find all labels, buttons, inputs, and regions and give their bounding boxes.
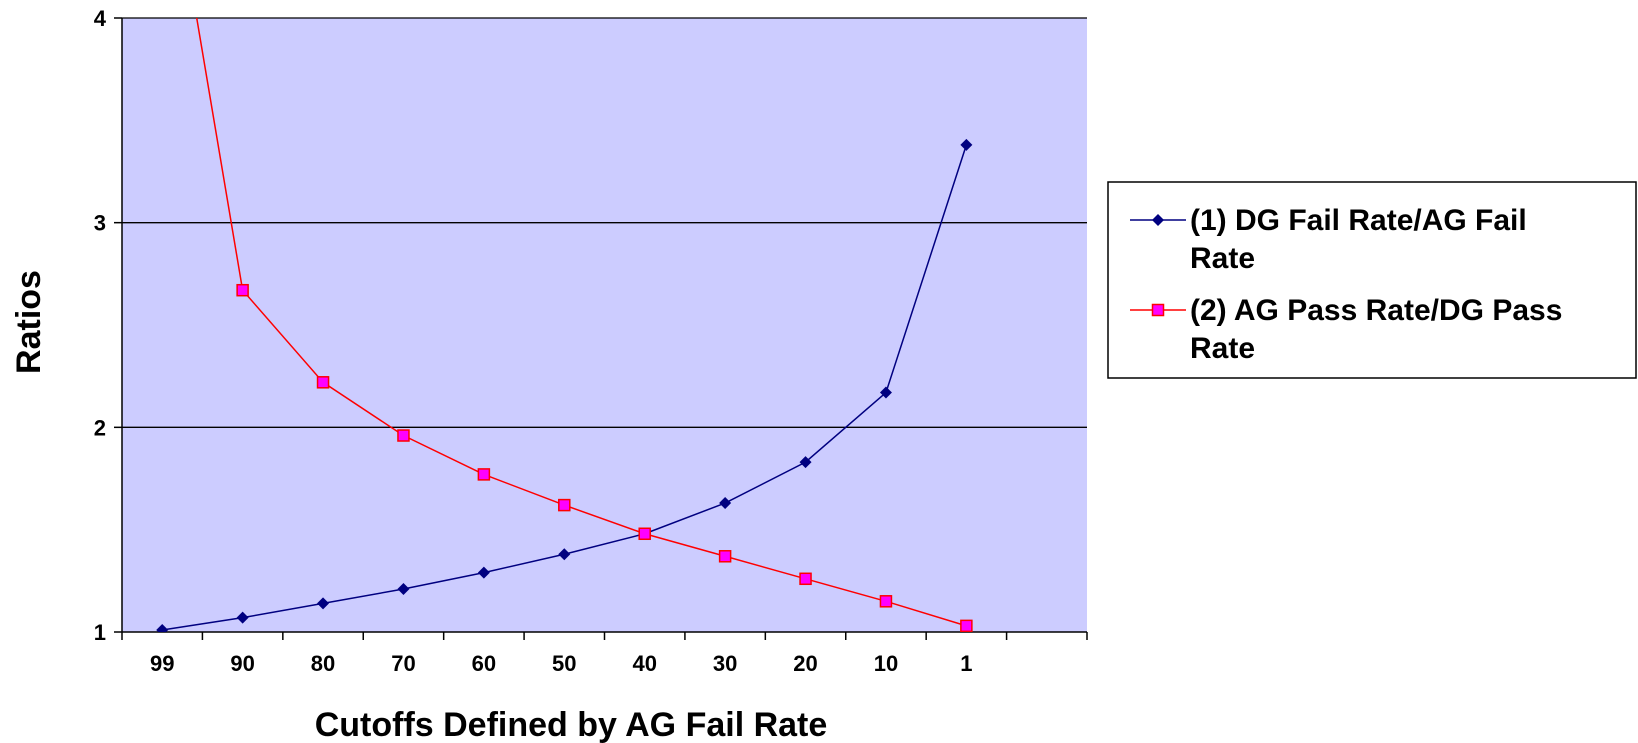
legend-swatch-marker <box>1151 303 1165 317</box>
x-tick-label: 10 <box>874 651 898 676</box>
data-point <box>558 498 571 512</box>
x-axis-ticks: 99 90 80 70 60 50 40 30 20 10 1 <box>121 632 1088 676</box>
data-point <box>960 138 973 151</box>
data-point <box>236 611 249 624</box>
data-point <box>799 572 812 586</box>
x-tick-label: 20 <box>793 651 817 676</box>
data-point <box>799 456 812 469</box>
data-point <box>638 527 651 541</box>
data-point <box>316 376 330 389</box>
y-tick-label: 3 <box>94 211 106 236</box>
x-tick-label: 50 <box>552 651 576 676</box>
legend-item-1: (1) DG Fail Rate/AG Fail Rate <box>1130 204 1527 275</box>
plot-area <box>122 18 1087 632</box>
x-tick-label: 40 <box>632 651 656 676</box>
data-point <box>317 597 330 610</box>
series-1 <box>156 138 973 632</box>
data-point <box>397 429 410 442</box>
x-tick-label: 60 <box>472 651 496 676</box>
data-point <box>156 623 169 632</box>
data-point <box>236 283 249 297</box>
legend-label: (1) DG Fail Rate/AG Fail <box>1190 204 1527 237</box>
data-point <box>718 550 732 563</box>
legend-label: Rate <box>1190 332 1255 365</box>
x-tick-label: 80 <box>311 651 335 676</box>
legend-box <box>1107 181 1637 379</box>
x-tick-label: 30 <box>713 651 737 676</box>
y-tick-label: 2 <box>94 415 106 440</box>
legend-label: Rate <box>1190 242 1255 275</box>
legend-swatch-marker <box>1152 214 1164 226</box>
data-point <box>558 548 571 561</box>
data-point <box>960 619 973 632</box>
y-axis-title: Ratios <box>10 270 48 374</box>
x-tick-label: 1 <box>960 651 972 676</box>
x-tick-label: 70 <box>391 651 415 676</box>
y-tick-label: 4 <box>94 6 107 31</box>
y-axis-ticks: 1 2 3 4 <box>94 6 122 645</box>
data-point <box>397 583 410 596</box>
data-point <box>879 386 892 399</box>
series-2 <box>195 18 973 632</box>
data-point <box>477 468 491 481</box>
gridlines <box>122 222 1087 428</box>
x-tick-label: 90 <box>230 651 254 676</box>
data-point <box>477 566 490 579</box>
series-layer <box>156 18 973 632</box>
legend-label: (2) AG Pass Rate/DG Pass <box>1190 294 1562 327</box>
x-axis-title: Cutoffs Defined by AG Fail Rate <box>315 706 828 743</box>
y-tick-label: 1 <box>94 620 106 645</box>
legend-item-2: (2) AG Pass Rate/DG Pass Rate <box>1130 294 1562 365</box>
x-tick-label: 99 <box>150 651 174 676</box>
data-point <box>879 595 893 608</box>
data-point <box>719 497 732 510</box>
